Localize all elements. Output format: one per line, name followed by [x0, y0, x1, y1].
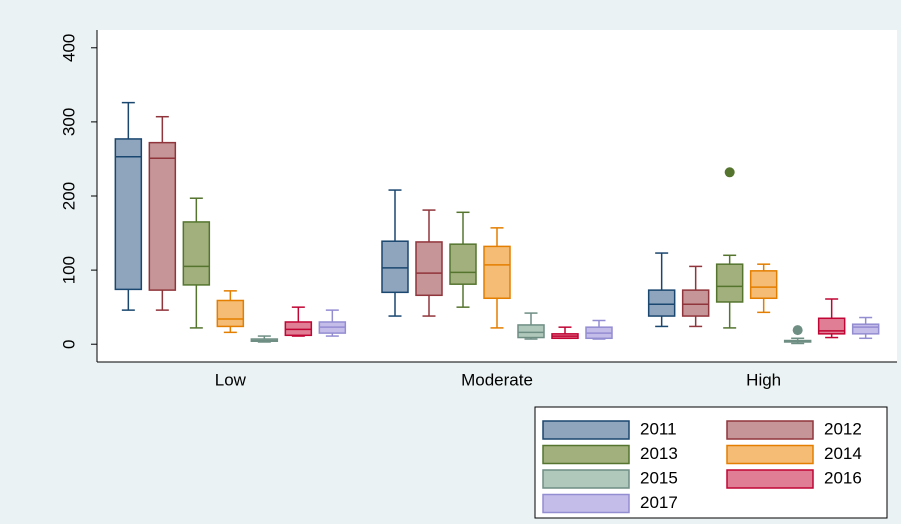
- y-tick-label: 200: [59, 182, 78, 210]
- box: [415, 241, 443, 297]
- box: [647, 289, 676, 317]
- box: [517, 324, 545, 339]
- legend-label: 2013: [640, 444, 678, 463]
- box: [715, 263, 744, 303]
- y-tick-label: 400: [59, 34, 78, 62]
- box: [216, 299, 245, 328]
- x-tick-label: Low: [215, 370, 247, 389]
- x-tick-label: High: [746, 370, 781, 389]
- legend-label: 2015: [640, 468, 678, 487]
- box: [182, 221, 211, 286]
- box: [449, 243, 477, 285]
- legend-label: 2016: [824, 468, 862, 487]
- y-tick-label: 100: [59, 256, 78, 284]
- box: [817, 317, 846, 335]
- box: [114, 138, 143, 291]
- y-tick-label: 0: [59, 339, 78, 348]
- legend-label: 2014: [824, 444, 862, 463]
- y-tick-label: 300: [59, 108, 78, 136]
- legend-label: 2011: [640, 419, 677, 438]
- box: [749, 270, 778, 300]
- x-tick-label: Moderate: [461, 370, 533, 389]
- legend-swatch: [542, 493, 630, 514]
- legend-label: 2017: [640, 493, 678, 512]
- box: [681, 289, 710, 317]
- legend-swatch: [726, 420, 814, 440]
- legend-swatch: [542, 420, 630, 440]
- box: [483, 245, 511, 300]
- box: [381, 240, 409, 294]
- legend-swatch: [542, 444, 630, 465]
- legend-label: 2012: [824, 419, 862, 438]
- outlier: [792, 325, 803, 336]
- outlier: [724, 167, 735, 178]
- legend-swatch: [726, 469, 814, 489]
- box: [148, 141, 177, 291]
- legend-swatch: [726, 444, 814, 465]
- legend-swatch: [542, 469, 630, 489]
- box: [851, 323, 880, 335]
